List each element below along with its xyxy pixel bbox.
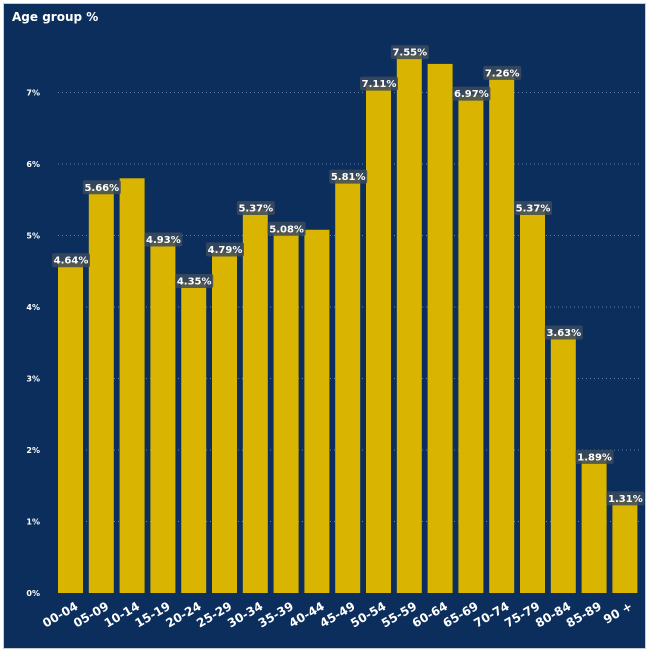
data-label: 7.55% xyxy=(390,45,429,60)
data-label: 5.37% xyxy=(514,201,552,216)
bar xyxy=(119,178,145,594)
data-label-box xyxy=(544,325,583,340)
bar xyxy=(427,63,453,593)
data-label-box xyxy=(329,169,368,184)
y-tick-label: 1% xyxy=(26,518,40,527)
data-label-text: 4.64% xyxy=(54,256,89,267)
bar xyxy=(458,94,484,594)
data-label-text: 5.08% xyxy=(269,224,304,235)
data-label-text: 3.63% xyxy=(546,328,581,339)
bar xyxy=(181,281,207,593)
data-label-text: 1.89% xyxy=(577,452,612,463)
data-label: 4.35% xyxy=(175,273,214,288)
data-label-text: 5.37% xyxy=(238,204,273,215)
data-label-box xyxy=(236,201,275,216)
bar-chart: 0% 1% 2% 3% 4% 5% 6% 7% 4.64% 5.66% 4.93% 4.35% 4.7… xyxy=(26,45,645,630)
y-tick-label: 0% xyxy=(26,589,40,598)
data-label-box xyxy=(390,45,429,60)
y-tick-label: 7% xyxy=(26,89,40,98)
bar xyxy=(88,188,114,593)
data-label-box xyxy=(514,201,552,216)
data-label: 4.79% xyxy=(206,242,244,257)
data-label-box xyxy=(82,180,121,195)
data-label: 5.81% xyxy=(329,169,368,184)
y-tick-label: 5% xyxy=(26,232,40,241)
data-label: 5.37% xyxy=(236,201,275,216)
data-label-text: 5.81% xyxy=(331,172,366,183)
data-label-box xyxy=(452,86,491,101)
data-label-text: 5.66% xyxy=(84,183,119,194)
data-label-box xyxy=(360,76,398,91)
data-label-box xyxy=(206,242,244,257)
bar xyxy=(581,457,607,593)
chart-title: Age group % xyxy=(12,10,99,24)
data-label: 7.11% xyxy=(360,76,398,91)
data-label-text: 7.26% xyxy=(485,68,520,79)
data-label: 3.63% xyxy=(544,325,583,340)
bar xyxy=(212,250,237,593)
data-label-text: 4.79% xyxy=(208,245,243,256)
data-label-text: 7.11% xyxy=(362,79,397,90)
data-label: 6.97% xyxy=(452,86,491,101)
data-label: 7.26% xyxy=(483,65,522,80)
data-label-text: 4.93% xyxy=(146,235,181,246)
data-label: 4.93% xyxy=(144,232,183,247)
category-label: 85-89 xyxy=(564,599,604,630)
bar xyxy=(366,84,391,593)
data-label-box xyxy=(575,449,614,464)
y-tick-label: 3% xyxy=(26,375,40,384)
bar xyxy=(58,261,83,593)
chart-frame: Age group % 0% 1% 2% 3% 4% 5% 6% 7% 4.64% 5.66% 4… xyxy=(3,3,646,649)
data-label: 4.64% xyxy=(52,253,90,268)
data-label: 5.08% xyxy=(267,221,306,236)
data-label-box xyxy=(483,65,522,80)
data-label-text: 6.97% xyxy=(454,89,489,100)
bar xyxy=(335,177,361,593)
data-label-text: 1.31% xyxy=(608,494,643,505)
data-label-text: 4.35% xyxy=(177,276,212,287)
bar xyxy=(150,240,176,593)
y-tick-label: 4% xyxy=(26,303,40,312)
bars xyxy=(58,53,638,594)
bar xyxy=(304,229,330,593)
data-label-box xyxy=(175,273,214,288)
bar xyxy=(550,333,576,593)
data-label-box xyxy=(267,221,306,236)
x-axis: 00-0405-0910-1415-1920-2425-2930-3435-39… xyxy=(40,599,635,630)
bar xyxy=(489,73,515,593)
data-label-box xyxy=(606,491,645,506)
bar xyxy=(242,209,268,594)
data-label: 5.66% xyxy=(82,180,121,195)
data-labels: 4.64% 5.66% 4.93% 4.35% 4.79% 5.37% 5.08% 5.81%… xyxy=(52,45,645,506)
data-label-box xyxy=(144,232,183,247)
bar xyxy=(612,499,638,593)
y-axis: 0% 1% 2% 3% 4% 5% 6% 7% xyxy=(26,89,40,599)
data-label-box xyxy=(52,253,90,268)
category-label: 90 + xyxy=(601,599,635,627)
bar xyxy=(396,53,422,594)
data-label: 1.89% xyxy=(575,449,614,464)
bar xyxy=(520,209,545,594)
bar xyxy=(273,229,299,593)
y-tick-label: 6% xyxy=(26,160,40,169)
y-tick-label: 2% xyxy=(26,446,40,455)
data-label-text: 7.55% xyxy=(392,48,427,59)
data-label: 1.31% xyxy=(606,491,645,506)
data-label-text: 5.37% xyxy=(516,204,551,215)
